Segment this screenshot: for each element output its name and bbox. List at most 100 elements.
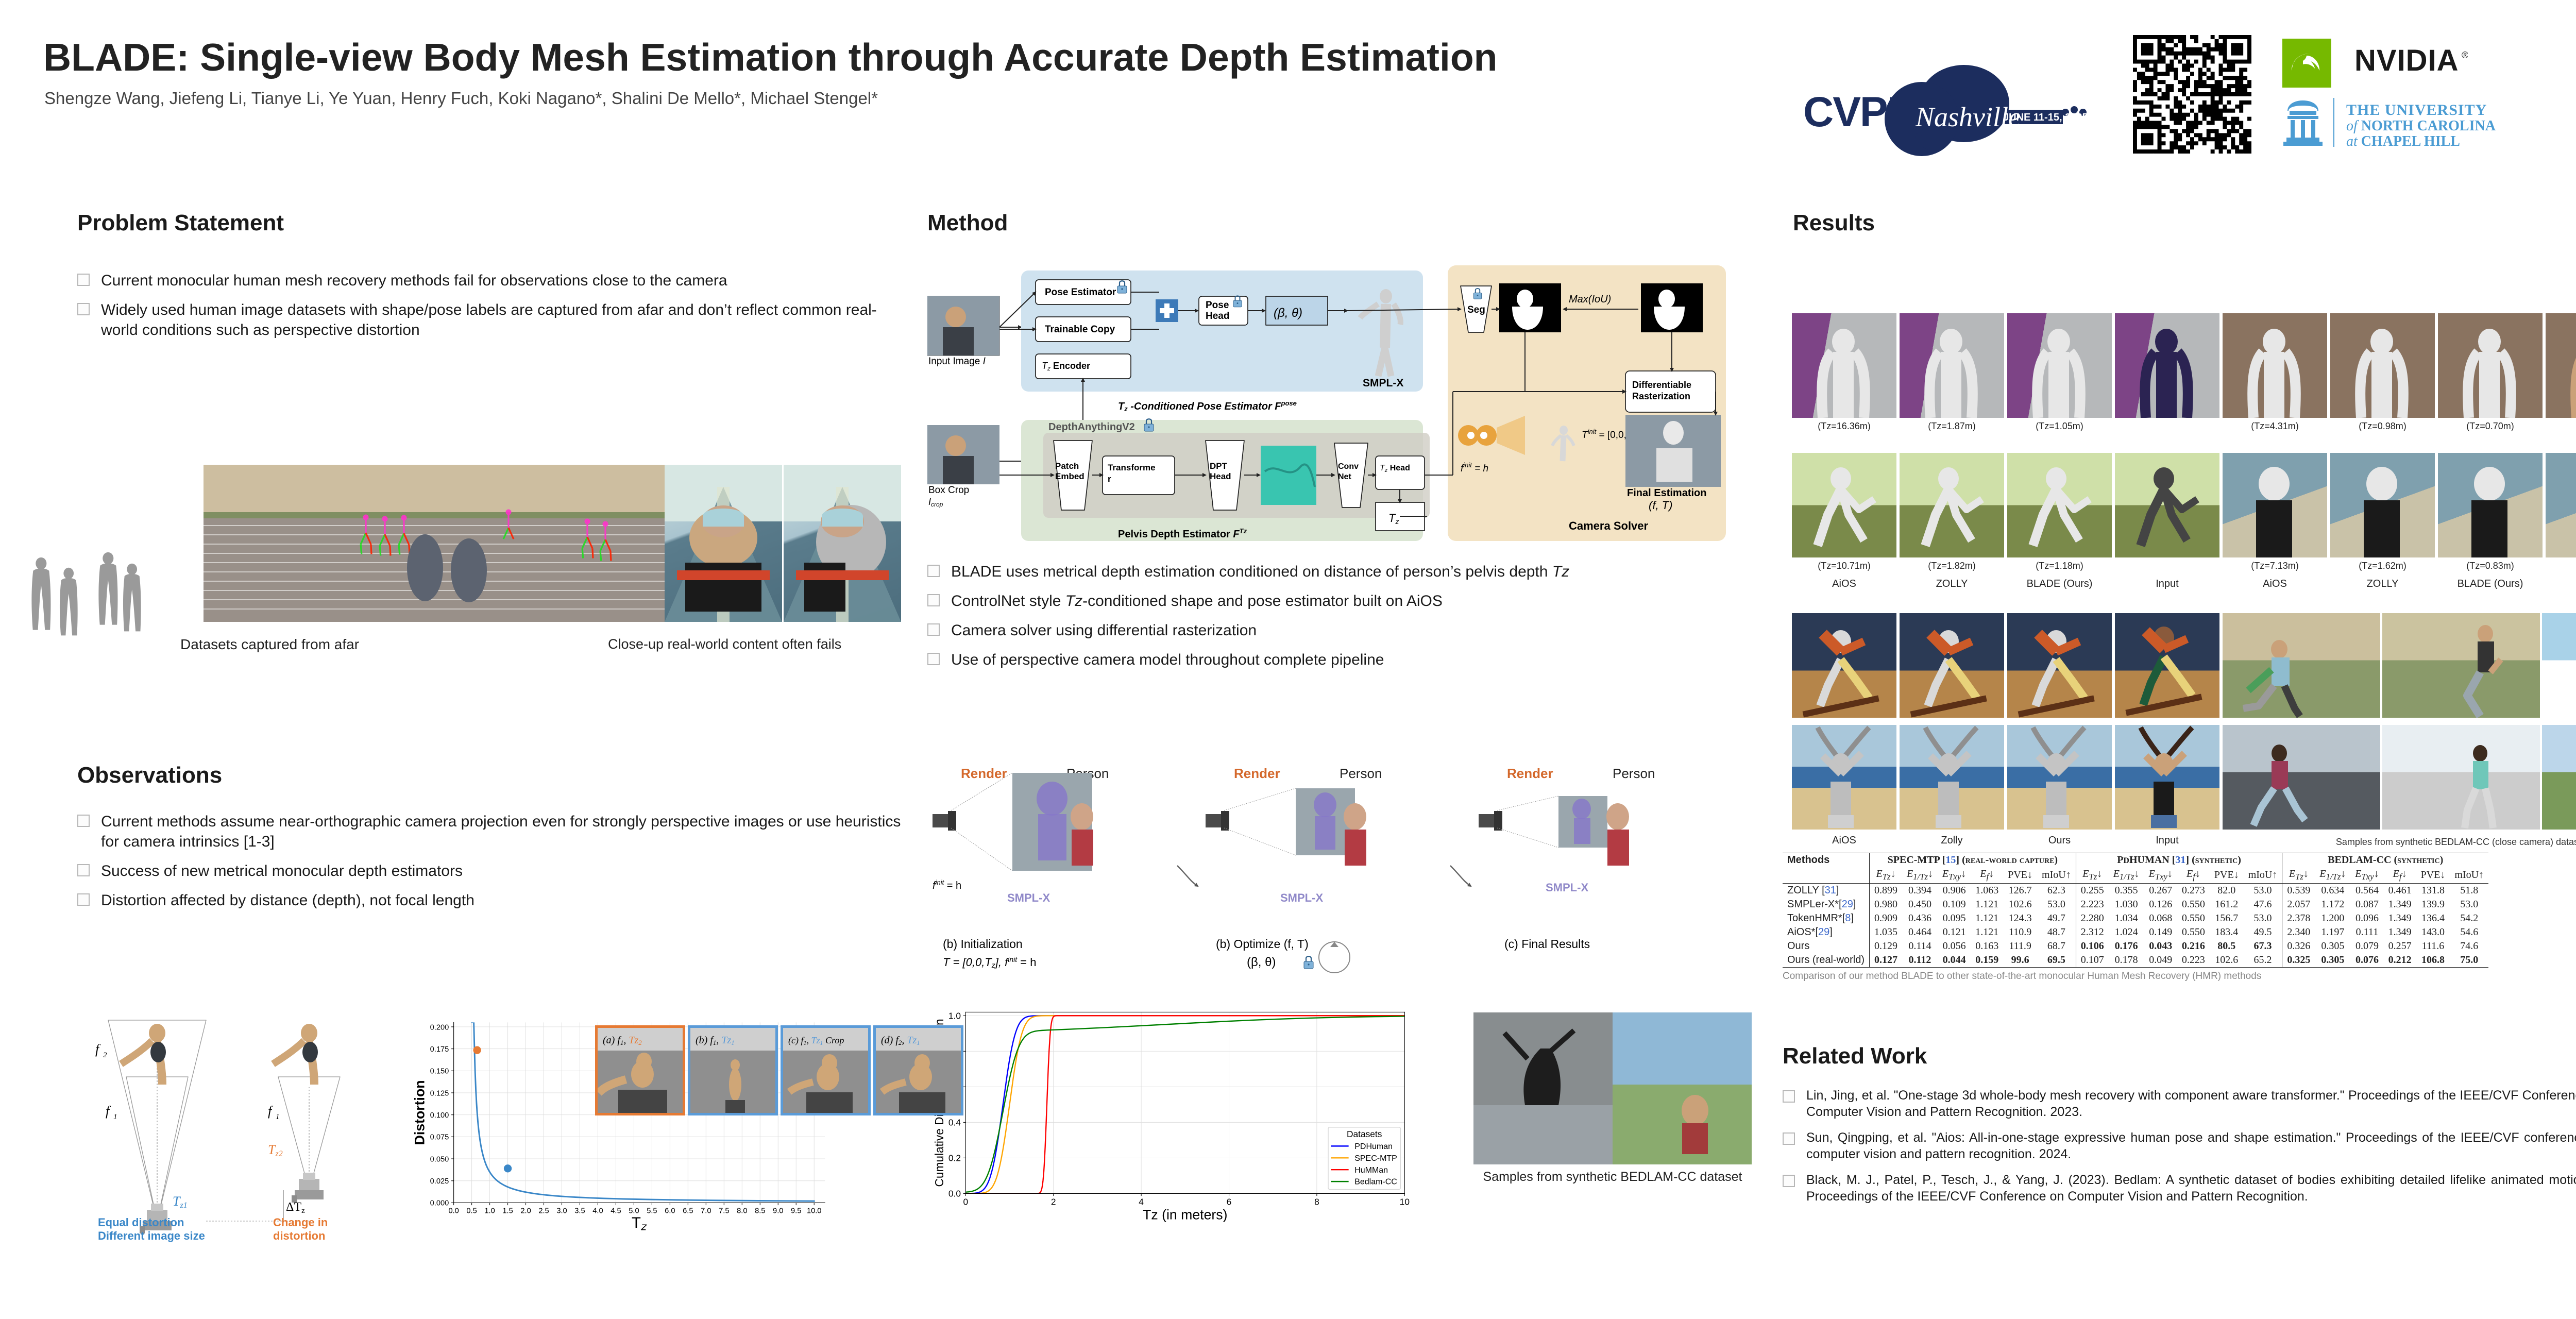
svg-text:0.050: 0.050	[430, 1155, 449, 1163]
svg-text:of NORTH CAROLINA: of NORTH CAROLINA	[2346, 118, 2496, 134]
svg-text:Max(IoU): Max(IoU)	[1569, 294, 1611, 305]
svg-text:0.175: 0.175	[430, 1045, 449, 1054]
svg-text:Patch: Patch	[1055, 461, 1079, 471]
svg-text:NVIDIA: NVIDIA	[2354, 44, 2459, 77]
svg-text:Person: Person	[1340, 766, 1382, 781]
svg-text:PDHuman: PDHuman	[1354, 1142, 1393, 1151]
svg-text:Tz Head: Tz Head	[1380, 464, 1410, 474]
svg-text:2.0: 2.0	[520, 1207, 531, 1215]
svg-text:2: 2	[1051, 1196, 1056, 1207]
svg-text:THE UNIVERSITY: THE UNIVERSITY	[2346, 102, 2487, 119]
svg-text:1.5: 1.5	[502, 1207, 513, 1215]
svg-text:Differentiable: Differentiable	[1632, 380, 1691, 390]
svg-text:f: f	[268, 1104, 274, 1119]
svg-text:10: 10	[1400, 1196, 1410, 1207]
svg-text:(β, θ): (β, θ)	[1274, 306, 1302, 320]
svg-text:Seg: Seg	[1467, 305, 1485, 315]
svg-text:(β, θ): (β, θ)	[1247, 955, 1276, 969]
svg-text:Equal distortion: Equal distortion	[98, 1216, 184, 1229]
svg-text:f: f	[95, 1042, 101, 1057]
svg-text:®: ®	[2462, 50, 2468, 60]
svg-text:9.0: 9.0	[773, 1207, 783, 1215]
svg-text:Render: Render	[1234, 766, 1280, 781]
svg-text:(f, T): (f, T)	[1649, 499, 1672, 512]
svg-text:8: 8	[1314, 1196, 1319, 1207]
svg-text:1: 1	[276, 1113, 280, 1121]
svg-text:0.025: 0.025	[430, 1177, 449, 1186]
svg-text:4.0: 4.0	[592, 1207, 603, 1215]
svg-text:0.0: 0.0	[448, 1207, 459, 1215]
svg-text:4.5: 4.5	[611, 1207, 621, 1215]
svg-text:r: r	[1108, 474, 1111, 484]
svg-text:0.075: 0.075	[430, 1134, 449, 1142]
svg-text:Pose: Pose	[1206, 300, 1229, 311]
svg-text:T z: T z	[632, 1214, 647, 1233]
svg-text:7.5: 7.5	[719, 1207, 729, 1215]
svg-text:SMPL-X: SMPL-X	[1546, 881, 1588, 894]
svg-text:Transforme: Transforme	[1108, 463, 1156, 472]
svg-text:f: f	[106, 1104, 111, 1119]
svg-text:SMPL-X: SMPL-X	[1007, 891, 1050, 904]
svg-text:Rasterization: Rasterization	[1632, 391, 1690, 401]
svg-text:(c) Final Results: (c) Final Results	[1504, 937, 1590, 951]
svg-text:DPT: DPT	[1210, 461, 1228, 471]
svg-text:0.5: 0.5	[466, 1207, 477, 1215]
svg-text:DepthAnythingV2: DepthAnythingV2	[1048, 421, 1135, 433]
svg-text:Render: Render	[961, 766, 1007, 781]
svg-text:Render: Render	[1507, 766, 1553, 781]
svg-text:6.0: 6.0	[665, 1207, 675, 1215]
svg-text:10.0: 10.0	[807, 1207, 822, 1215]
svg-text:6: 6	[1227, 1196, 1232, 1207]
svg-text:8.5: 8.5	[755, 1207, 765, 1215]
svg-text:0.100: 0.100	[430, 1111, 449, 1120]
svg-text:7.0: 7.0	[701, 1207, 711, 1215]
svg-text:Head: Head	[1210, 471, 1231, 481]
svg-text:0.150: 0.150	[430, 1068, 449, 1076]
svg-text:Conv: Conv	[1338, 462, 1359, 471]
svg-text:Icrop: Icrop	[928, 497, 943, 508]
svg-text:3.5: 3.5	[574, 1207, 585, 1215]
svg-text:2: 2	[103, 1051, 107, 1059]
svg-text:Pose Estimator: Pose Estimator	[1045, 287, 1116, 298]
svg-text:Change in: Change in	[273, 1216, 328, 1229]
svg-text:9.5: 9.5	[791, 1207, 801, 1215]
svg-text:0.0: 0.0	[948, 1189, 961, 1199]
svg-text:0.2: 0.2	[948, 1153, 961, 1163]
svg-text:0.125: 0.125	[430, 1089, 449, 1097]
svg-text:0: 0	[963, 1196, 968, 1207]
svg-text:Net: Net	[1338, 472, 1351, 481]
svg-text:T = [0,0,Tz], finit = h: T = [0,0,Tz], finit = h	[943, 955, 1036, 969]
svg-text:finit = h: finit = h	[933, 878, 961, 891]
svg-text:2.5: 2.5	[538, 1207, 549, 1215]
svg-text:distortion: distortion	[273, 1229, 325, 1242]
svg-text:(b) Optimize (f, T): (b) Optimize (f, T)	[1216, 937, 1309, 951]
svg-text:6.5: 6.5	[683, 1207, 693, 1215]
svg-text:Tz -Conditioned Pose Estimator: Tz -Conditioned Pose Estimator Fpose	[1118, 399, 1297, 413]
svg-text:Head: Head	[1206, 311, 1229, 322]
svg-text:0.200: 0.200	[430, 1023, 449, 1031]
svg-text:Embed: Embed	[1055, 471, 1084, 481]
svg-text:Box Crop: Box Crop	[928, 485, 969, 496]
svg-text:HuMMan: HuMMan	[1354, 1166, 1388, 1175]
svg-text:SMPL-X: SMPL-X	[1363, 377, 1403, 389]
svg-text:Distortion: Distortion	[412, 1080, 428, 1145]
svg-text:Trainable Copy: Trainable Copy	[1045, 324, 1115, 335]
svg-text:Person: Person	[1613, 766, 1655, 781]
svg-text:5.5: 5.5	[647, 1207, 657, 1215]
svg-text:(b) Initialization: (b) Initialization	[943, 937, 1023, 951]
svg-text:Bedlam-CC: Bedlam-CC	[1354, 1178, 1397, 1187]
svg-text:1: 1	[113, 1113, 117, 1121]
svg-text:SPEC-MTP: SPEC-MTP	[1354, 1154, 1397, 1163]
svg-text:Different image size: Different image size	[98, 1229, 205, 1242]
svg-text:Tz2: Tz2	[268, 1142, 283, 1158]
svg-text:Input Image I: Input Image I	[928, 356, 986, 367]
svg-text:1.0: 1.0	[484, 1207, 495, 1215]
svg-text:Pelvis Depth Estimator FTz: Pelvis Depth Estimator FTz	[1118, 527, 1247, 540]
svg-text:ΔTz: ΔTz	[286, 1200, 305, 1215]
svg-text:4: 4	[1139, 1196, 1144, 1207]
svg-text:8.0: 8.0	[737, 1207, 747, 1215]
svg-text:Tz1: Tz1	[173, 1194, 188, 1210]
svg-text:Final Estimation: Final Estimation	[1627, 487, 1706, 499]
svg-text:at CHAPEL HILL: at CHAPEL HILL	[2346, 133, 2460, 149]
svg-text:3.0: 3.0	[556, 1207, 567, 1215]
